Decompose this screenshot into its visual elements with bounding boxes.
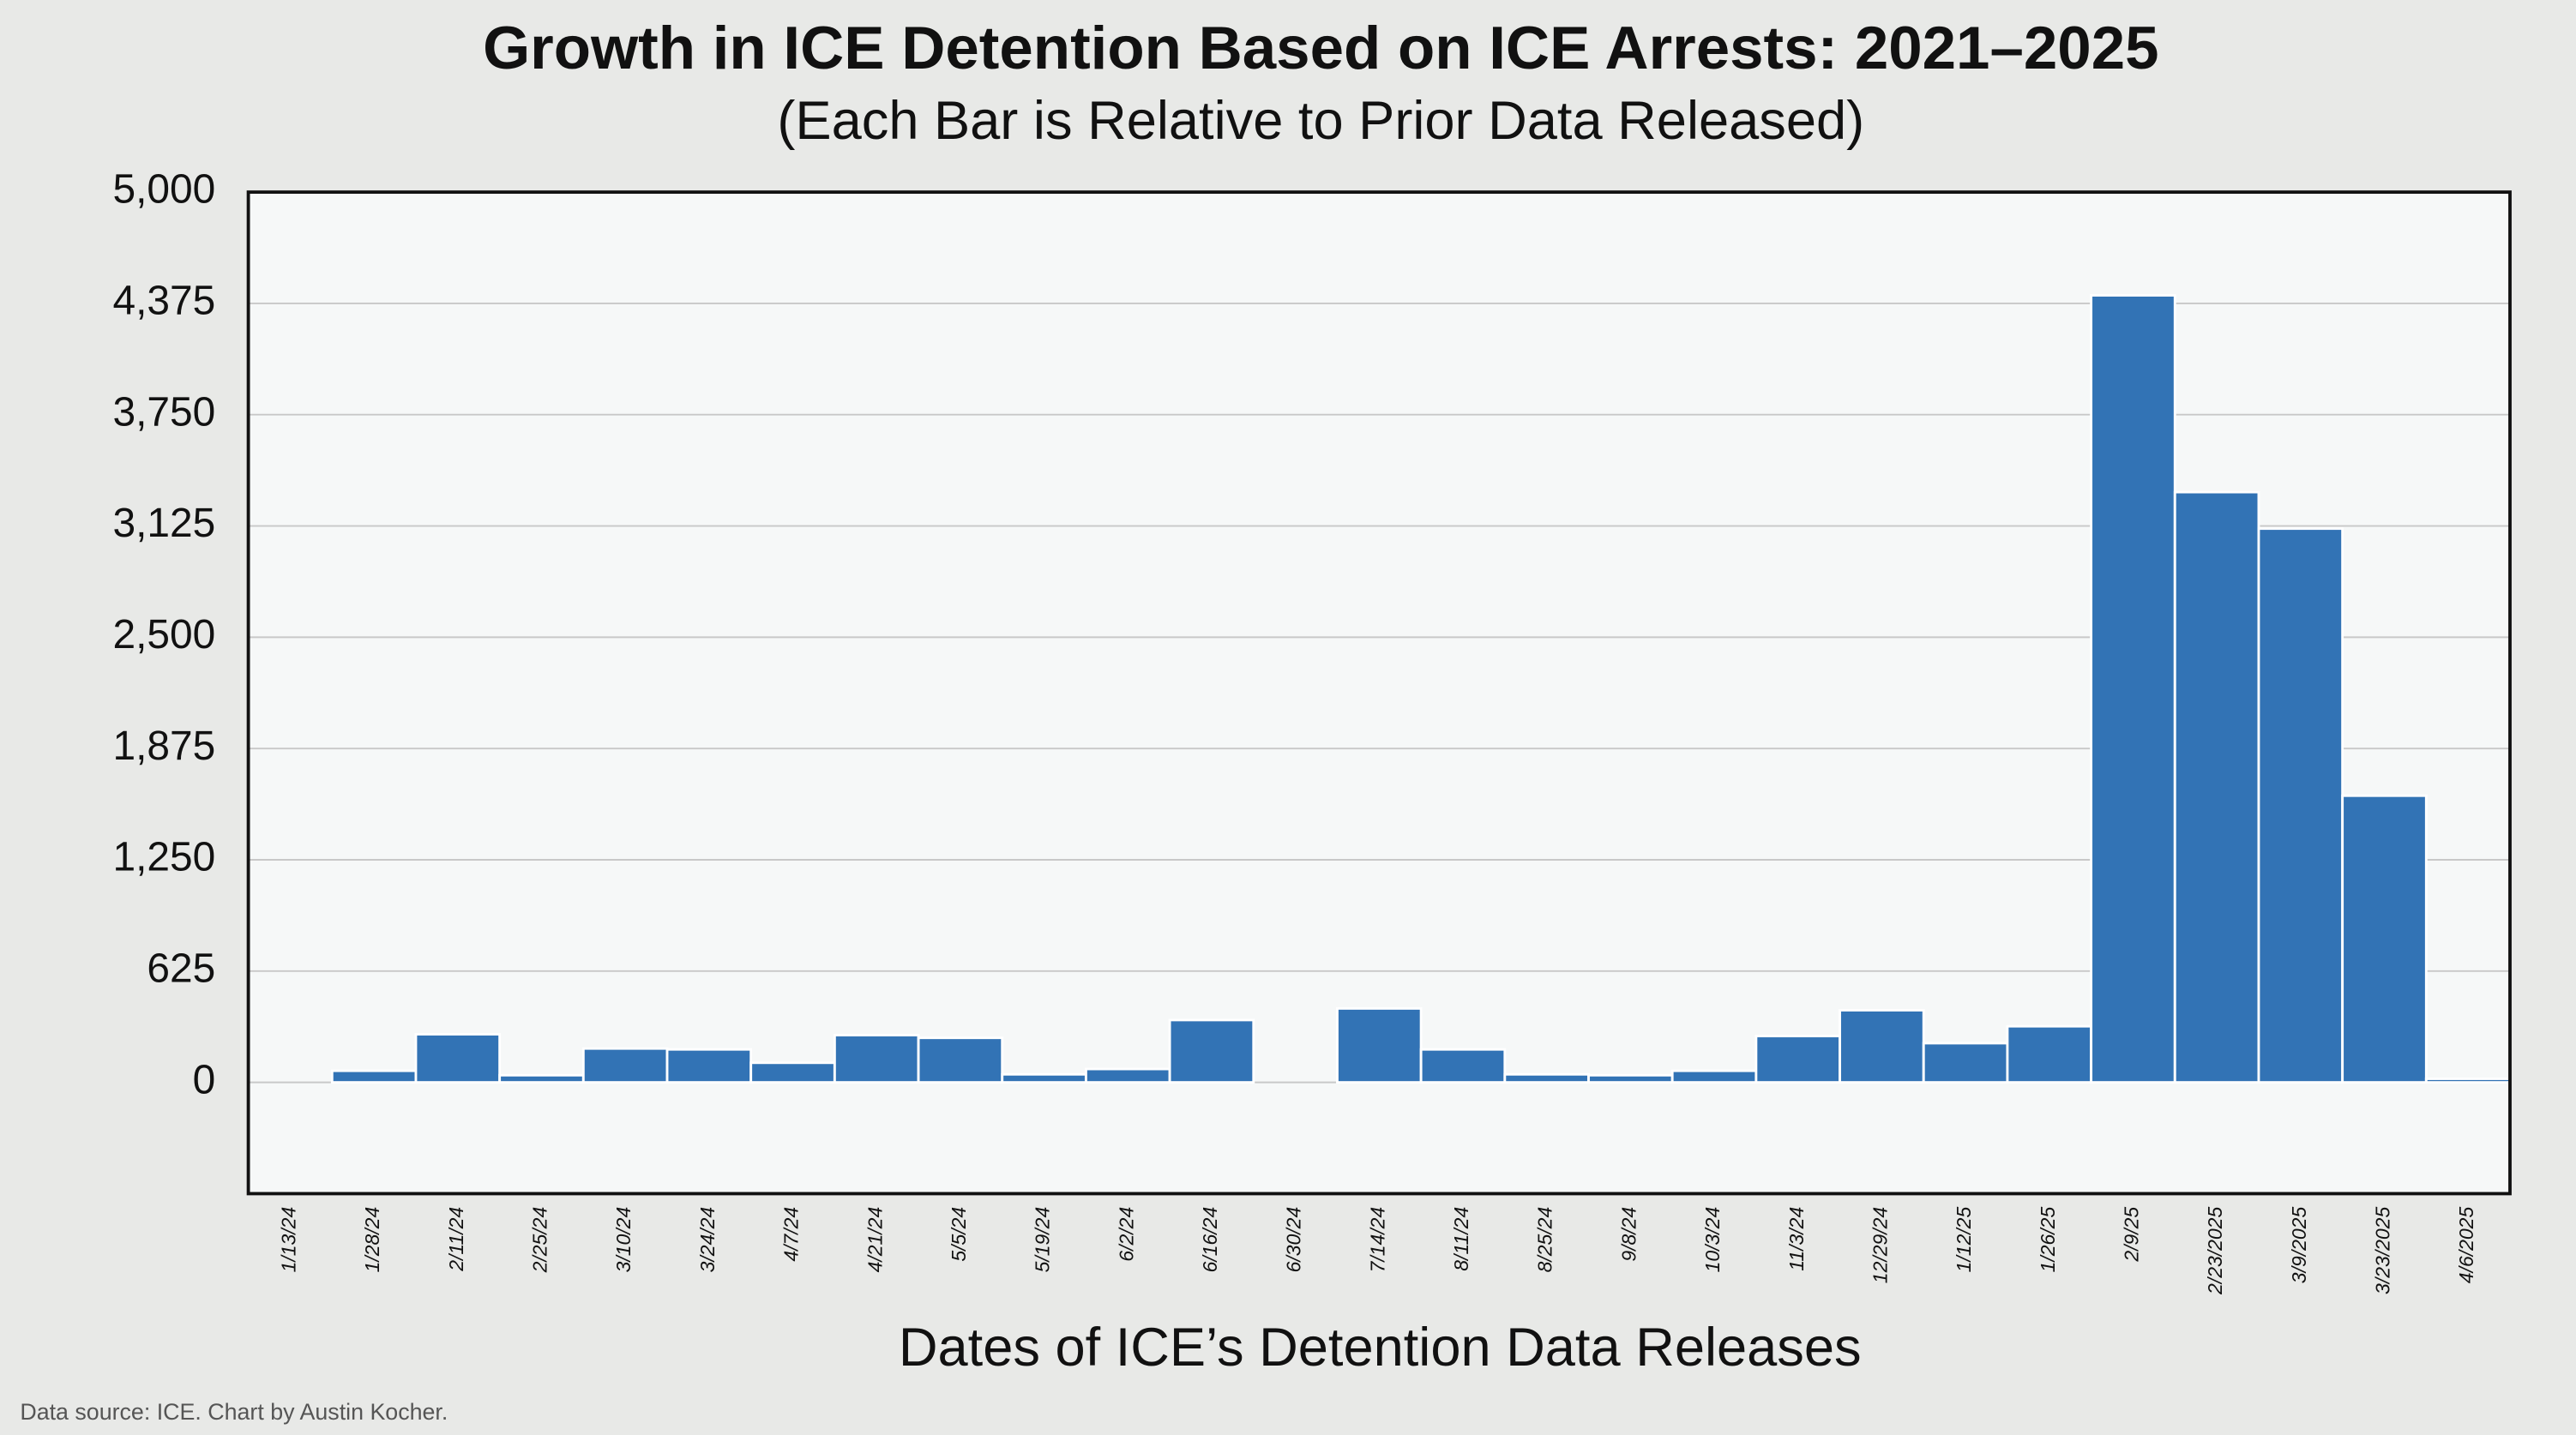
- bar: [1168, 1018, 1255, 1084]
- chart-title: Growth in ICE Detention Based on ICE Arr…: [483, 15, 2158, 82]
- x-tick-label: 6/16/24: [1199, 1207, 1221, 1273]
- x-tick-label: 6/2/24: [1115, 1207, 1137, 1262]
- x-tick-label: 3/10/24: [612, 1207, 635, 1273]
- bar: [1839, 1009, 1925, 1084]
- x-tick-label: 7/14/24: [1366, 1207, 1388, 1273]
- x-tick-label: 4/6/2025: [2455, 1207, 2477, 1284]
- bar: [1587, 1073, 1674, 1084]
- x-tick-label: 3/24/24: [696, 1207, 719, 1273]
- y-tick-label: 625: [147, 946, 215, 991]
- bar: [414, 1033, 502, 1084]
- x-tick-label: 11/3/24: [1785, 1207, 1808, 1271]
- chart-subtitle: (Each Bar is Relative to Prior Data Rele…: [777, 91, 1864, 151]
- x-tick-label: 3/23/2025: [2372, 1207, 2394, 1294]
- x-tick-label: 5/19/24: [1032, 1207, 1054, 1273]
- bar: [917, 1036, 1004, 1084]
- bar: [2257, 527, 2344, 1084]
- y-tick-label: 1,250: [112, 835, 215, 880]
- x-axis-label: Dates of ICE’s Detention Data Releases: [899, 1318, 1862, 1378]
- x-tick-label: 1/26/25: [2037, 1207, 2059, 1273]
- x-tick-label: 9/8/24: [1617, 1207, 1640, 1262]
- y-tick-label: 3,125: [112, 501, 215, 546]
- x-tick-label: 2/9/25: [2121, 1207, 2143, 1263]
- x-tick-label: 2/11/24: [445, 1207, 467, 1272]
- y-tick-label: 2,500: [112, 612, 215, 657]
- y-tick-label: 0: [193, 1057, 216, 1102]
- bar: [665, 1048, 753, 1084]
- bar: [2006, 1024, 2093, 1084]
- bar: [498, 1073, 585, 1084]
- bar: [1001, 1072, 1087, 1084]
- x-tick-label: 8/25/24: [1534, 1207, 1556, 1273]
- x-tick-label: 8/11/24: [1450, 1207, 1472, 1271]
- bar: [581, 1047, 669, 1084]
- x-tick-label: 6/30/24: [1283, 1207, 1305, 1273]
- x-tick-label: 4/21/24: [864, 1207, 886, 1273]
- plot-border: [246, 190, 2512, 1196]
- x-tick-label: 12/29/24: [1869, 1207, 1891, 1283]
- y-tick-label: 5,000: [112, 167, 215, 213]
- bar: [1754, 1035, 1841, 1084]
- x-tick-label: 10/3/24: [1701, 1207, 1724, 1273]
- bar: [1084, 1067, 1171, 1084]
- x-tick-label: 1/28/24: [361, 1207, 383, 1273]
- bar: [749, 1061, 836, 1084]
- bar: [2341, 794, 2428, 1084]
- bar: [1503, 1072, 1590, 1084]
- x-tick-label: 1/13/24: [278, 1207, 300, 1273]
- bar: [2173, 490, 2260, 1084]
- bar: [1922, 1042, 2009, 1084]
- x-tick-label: 2/23/2025: [2204, 1207, 2226, 1295]
- y-tick-label: 3,750: [112, 389, 215, 435]
- y-tick-label: 1,875: [112, 724, 215, 769]
- x-tick-label: 5/5/24: [948, 1207, 970, 1262]
- x-tick-label: 4/7/24: [780, 1207, 803, 1262]
- bar: [1336, 1006, 1423, 1084]
- x-tick-label: 3/9/2025: [2288, 1207, 2310, 1284]
- bar: [330, 1069, 418, 1084]
- bar: [1419, 1048, 1507, 1084]
- bar: [1670, 1069, 1758, 1084]
- source-note: Data source: ICE. Chart by Austin Kocher…: [20, 1399, 448, 1425]
- bar: [2424, 1078, 2512, 1084]
- bar: [833, 1034, 920, 1084]
- y-tick-label: 4,375: [112, 279, 215, 324]
- bar: [2090, 294, 2176, 1084]
- x-tick-label: 1/12/25: [1953, 1207, 1975, 1273]
- x-tick-label: 2/25/24: [529, 1207, 551, 1274]
